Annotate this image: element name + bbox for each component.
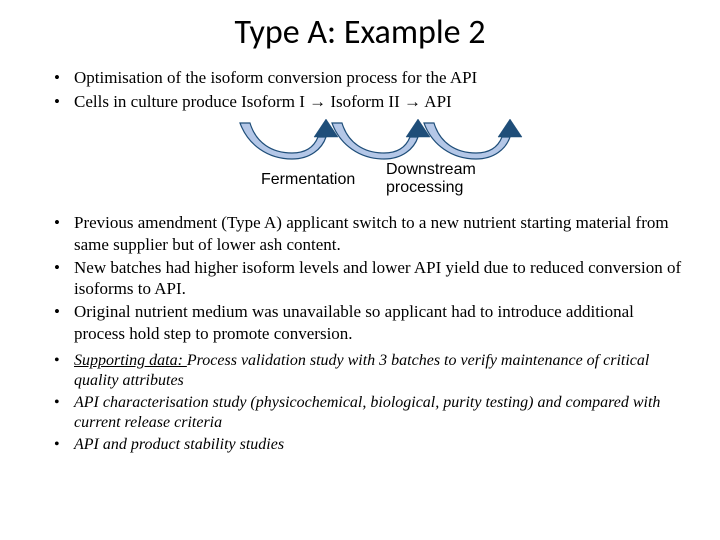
mid-bullet-2: New batches had higher isoform levels an… xyxy=(54,257,684,301)
downstream-label: Downstream processing xyxy=(386,161,476,196)
fermentation-label: Fermentation xyxy=(261,171,355,189)
mid-bullet-3: Original nutrient medium was unavailable… xyxy=(54,301,684,345)
top-bullet-2: Cells in culture produce Isoform I → Iso… xyxy=(54,91,684,113)
supporting-data-list: Supporting data: Process validation stud… xyxy=(36,351,684,455)
support-lead: Supporting data: xyxy=(74,352,187,369)
support-bullet-2: API characterisation study (physicochemi… xyxy=(54,393,684,434)
slide-title: Type A: Example 2 xyxy=(36,12,684,53)
arrows-svg xyxy=(36,117,720,212)
downstream-line1: Downstream xyxy=(386,161,476,178)
slide-container: Type A: Example 2 Optimisation of the is… xyxy=(0,0,720,540)
mid-bullet-1: Previous amendment (Type A) applicant sw… xyxy=(54,212,684,256)
downstream-line2: processing xyxy=(386,179,463,196)
support-bullet-1: Supporting data: Process validation stud… xyxy=(54,351,684,392)
support-bullet-3: API and product stability studies xyxy=(54,435,684,455)
top-bullet-list: Optimisation of the isoform conversion p… xyxy=(36,67,684,113)
process-diagram: Fermentation Downstream processing xyxy=(36,117,684,212)
top-bullet-1: Optimisation of the isoform conversion p… xyxy=(54,67,684,89)
mid-bullet-list: Previous amendment (Type A) applicant sw… xyxy=(36,212,684,345)
